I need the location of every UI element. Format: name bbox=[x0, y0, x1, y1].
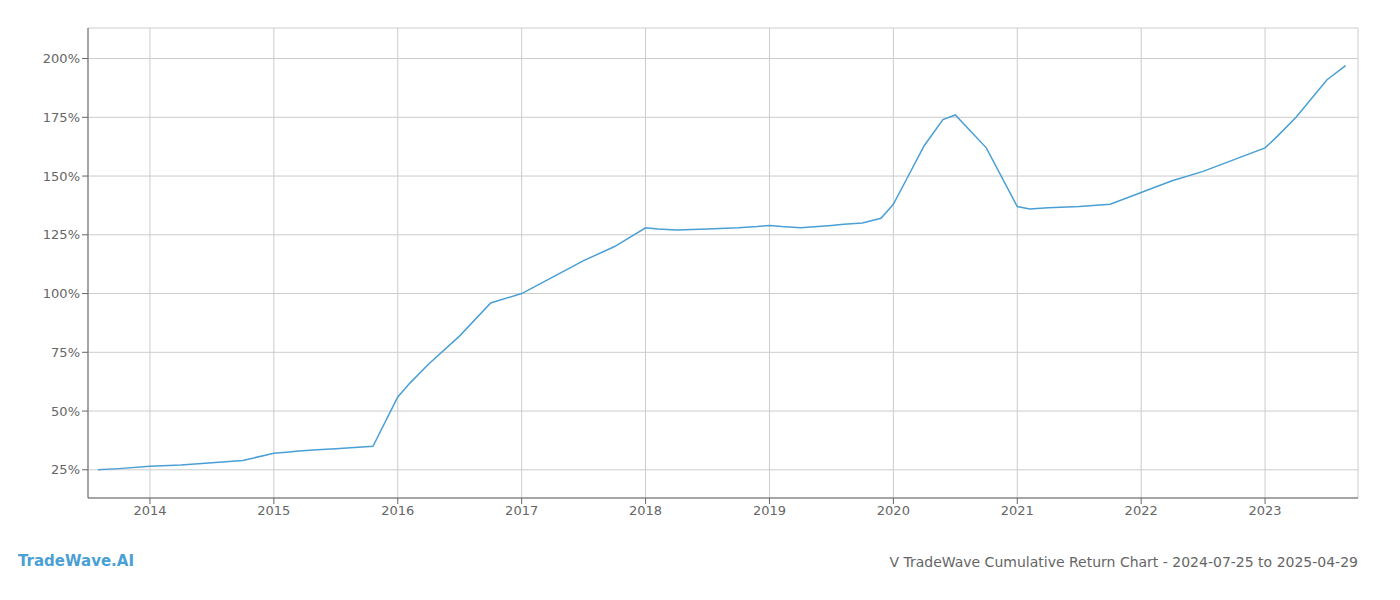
svg-text:25%: 25% bbox=[51, 462, 80, 477]
svg-text:2018: 2018 bbox=[629, 503, 662, 518]
html-text:TradeWave.AI: TradeWave.AI bbox=[18, 552, 134, 570]
svg-text:2015: 2015 bbox=[257, 503, 290, 518]
svg-text:2014: 2014 bbox=[133, 503, 166, 518]
svg-text:150%: 150% bbox=[43, 169, 80, 184]
svg-text:125%: 125% bbox=[43, 227, 80, 242]
svg-text:2019: 2019 bbox=[753, 503, 786, 518]
svg-text:75%: 75% bbox=[51, 345, 80, 360]
svg-text:200%: 200% bbox=[43, 51, 80, 66]
svg-text:2020: 2020 bbox=[877, 503, 910, 518]
svg-text:2022: 2022 bbox=[1125, 503, 1158, 518]
svg-text:50%: 50% bbox=[51, 404, 80, 419]
svg-text:2021: 2021 bbox=[1001, 503, 1034, 518]
svg-text:2016: 2016 bbox=[381, 503, 414, 518]
svg-text:100%: 100% bbox=[43, 286, 80, 301]
svg-text:2017: 2017 bbox=[505, 503, 538, 518]
html-text:V TradeWave Cumulative Return: V TradeWave Cumulative Return Chart - 20… bbox=[889, 554, 1358, 570]
svg-text:175%: 175% bbox=[43, 110, 80, 125]
svg-text:2023: 2023 bbox=[1249, 503, 1282, 518]
